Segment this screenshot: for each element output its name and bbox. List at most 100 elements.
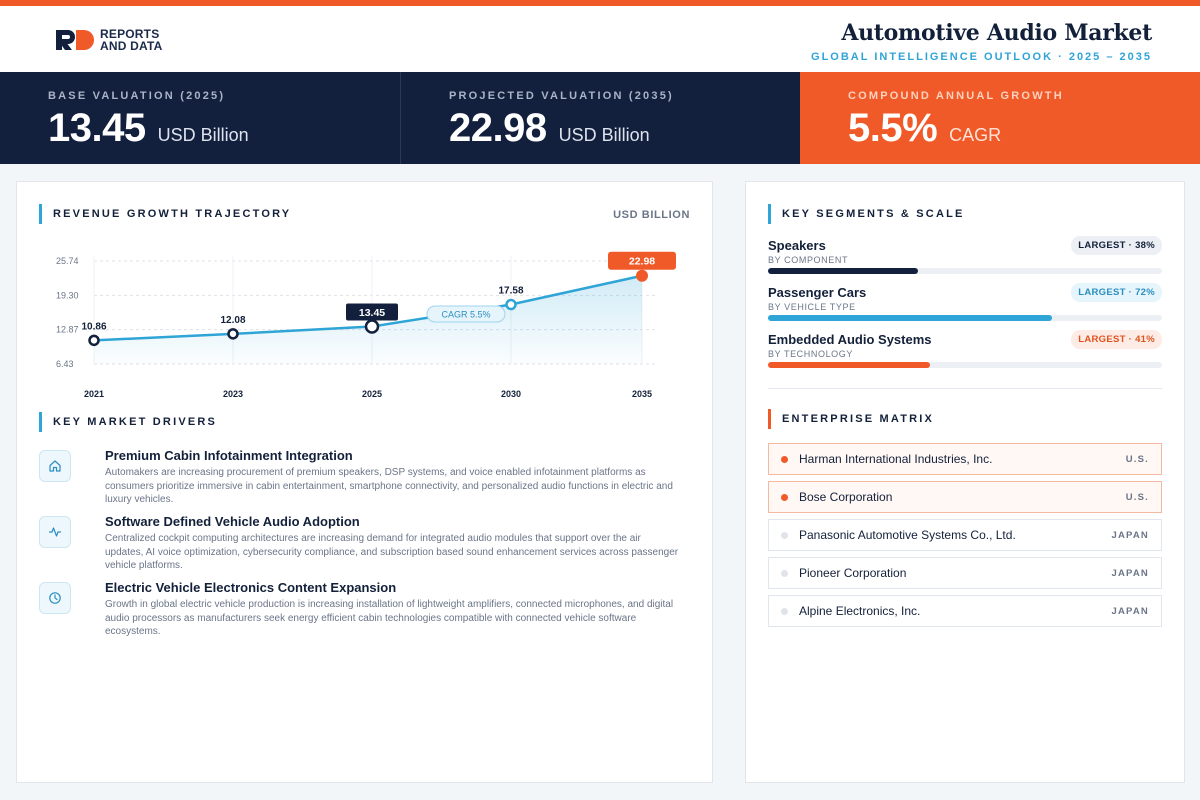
segment-item: Speakers BY COMPONENT LARGEST · 38% (768, 236, 1162, 285)
logo-line-1: REPORTS (100, 27, 160, 41)
data-label: 17.58 (498, 286, 523, 297)
page-subtitle: GLOBAL INTELLIGENCE OUTLOOK · 2025 – 203… (811, 51, 1152, 63)
heading-accent (39, 412, 42, 432)
y-tick-label: 25.74 (56, 256, 79, 266)
x-tick-label: 2035 (632, 389, 652, 399)
y-tick-label: 6.43 (56, 359, 74, 369)
data-label: 12.08 (220, 315, 245, 326)
logo[interactable]: REPORTS AND DATA (54, 28, 162, 52)
trajectory-card: REVENUE GROWTH TRAJECTORY USD BILLION 25… (16, 181, 713, 783)
segments-section-heading: KEY SEGMENTS & SCALE (768, 204, 965, 224)
company-row[interactable]: Harman International Industries, Inc. U.… (768, 443, 1162, 475)
segment-progress-track (768, 362, 1162, 368)
driver-description: Growth in global electric vehicle produc… (105, 599, 674, 637)
home-icon (39, 450, 71, 482)
segment-name: Passenger Cars (768, 285, 867, 300)
company-row[interactable]: Alpine Electronics, Inc. JAPAN (768, 595, 1162, 627)
segments-card: KEY SEGMENTS & SCALE Speakers BY COMPONE… (745, 181, 1185, 783)
kpi-label: PROJECTED VALUATION (2035) (449, 90, 674, 102)
kpi-base-valuation: BASE VALUATION (2025) 13.45 USD Billion (0, 72, 400, 164)
data-point (88, 334, 100, 347)
segment-category: BY VEHICLE TYPE (768, 302, 856, 312)
matrix-section-heading: ENTERPRISE MATRIX (768, 409, 934, 429)
enterprise-matrix-list: Harman International Industries, Inc. U.… (768, 443, 1162, 633)
heading-accent (39, 204, 42, 224)
segment-progress-track (768, 315, 1162, 321)
segment-progress-fill (768, 315, 1052, 321)
data-label: 13.45 (359, 307, 385, 319)
kpi-value: 5.5% (848, 106, 938, 150)
kpi-strip: BASE VALUATION (2025) 13.45 USD Billion … (0, 72, 1200, 164)
x-tick-label: 2025 (362, 389, 382, 399)
driver-title: Software Defined Vehicle Audio Adoption (105, 514, 360, 529)
segment-share-badge: LARGEST · 72% (1071, 283, 1162, 302)
segment-category: BY TECHNOLOGY (768, 349, 853, 359)
segment-progress-fill (768, 362, 930, 368)
driver-item: Software Defined Vehicle Audio Adoption … (39, 514, 679, 580)
company-country: U.S. (1125, 453, 1149, 465)
segment-name: Speakers (768, 238, 826, 253)
company-country: U.S. (1125, 491, 1149, 503)
heading-accent (768, 409, 771, 429)
segment-share-badge: LARGEST · 38% (1071, 236, 1162, 255)
company-name: Panasonic Automotive Systems Co., Ltd. (799, 528, 1016, 542)
activity-icon (39, 516, 71, 548)
heading-accent (768, 204, 771, 224)
segment-item: Embedded Audio Systems BY TECHNOLOGY LAR… (768, 330, 1162, 379)
section-divider (768, 388, 1162, 389)
driver-description: Automakers are increasing procurement of… (105, 467, 673, 505)
company-country: JAPAN (1111, 605, 1149, 617)
kpi-label: COMPOUND ANNUAL GROWTH (848, 90, 1064, 102)
segment-name: Embedded Audio Systems (768, 332, 932, 347)
y-tick-label: 19.30 (56, 290, 79, 300)
status-dot (781, 607, 788, 615)
cagr-tag (426, 305, 506, 323)
data-label-box (346, 303, 398, 321)
status-dot (781, 569, 788, 577)
kpi-unit: USD Billion (558, 125, 650, 145)
logo-wordmark: REPORTS AND DATA (100, 28, 162, 52)
chart-section-title: REVENUE GROWTH TRAJECTORY (53, 208, 292, 220)
revenue-line-chart: 25.74 19.30 12.87 6.43 2021 2023 2025 2030 2035 C… (56, 251, 676, 399)
cagr-tag-label: CAGR 5.5% (441, 310, 490, 320)
data-point (636, 269, 648, 282)
status-dot (781, 455, 788, 463)
segment-share-badge: LARGEST · 41% (1071, 330, 1162, 349)
page-header: REPORTS AND DATA Automotive Audio Market… (0, 6, 1200, 72)
data-point (505, 298, 517, 311)
segments-section-title: KEY SEGMENTS & SCALE (782, 208, 965, 220)
kpi-unit: USD Billion (157, 125, 249, 145)
drivers-section-title: KEY MARKET DRIVERS (53, 416, 218, 428)
data-label: 10.86 (81, 321, 106, 332)
data-point (364, 319, 380, 334)
segment-item: Passenger Cars BY VEHICLE TYPE LARGEST ·… (768, 283, 1162, 332)
driver-description: Centralized cockpit computing architectu… (105, 533, 679, 571)
logo-mark-icon (54, 28, 96, 52)
title-block: Automotive Audio Market GLOBAL INTELLIGE… (811, 20, 1152, 63)
logo-line-2: AND DATA (100, 39, 163, 53)
data-point (227, 328, 239, 340)
segments-list: Speakers BY COMPONENT LARGEST · 38% Pass… (768, 236, 1162, 379)
matrix-section-title: ENTERPRISE MATRIX (782, 413, 935, 425)
company-name: Harman International Industries, Inc. (799, 452, 993, 466)
kpi-projected-valuation: PROJECTED VALUATION (2035) 22.98 USD Bil… (400, 72, 800, 164)
driver-item: Premium Cabin Infotainment Integration A… (39, 448, 679, 514)
company-name: Alpine Electronics, Inc. (799, 604, 921, 618)
company-row[interactable]: Pioneer Corporation JAPAN (768, 557, 1162, 589)
data-label: 22.98 (629, 256, 655, 268)
top-accent-bar (0, 0, 1200, 6)
drivers-list: Premium Cabin Infotainment Integration A… (39, 448, 679, 646)
company-name: Pioneer Corporation (799, 566, 907, 580)
status-dot (781, 493, 788, 501)
x-tick-label: 2030 (501, 389, 521, 399)
company-row[interactable]: Bose Corporation U.S. (768, 481, 1162, 513)
clock-icon (39, 582, 71, 614)
company-row[interactable]: Panasonic Automotive Systems Co., Ltd. J… (768, 519, 1162, 551)
y-tick-label: 12.87 (56, 325, 79, 335)
page-title: Automotive Audio Market (841, 20, 1152, 46)
kpi-label: BASE VALUATION (2025) (48, 90, 226, 102)
kpi-unit: CAGR (949, 125, 1002, 145)
drivers-section-heading: KEY MARKET DRIVERS (39, 412, 217, 432)
chart-unit-label: USD BILLION (613, 209, 690, 221)
x-tick-label: 2023 (223, 389, 243, 399)
